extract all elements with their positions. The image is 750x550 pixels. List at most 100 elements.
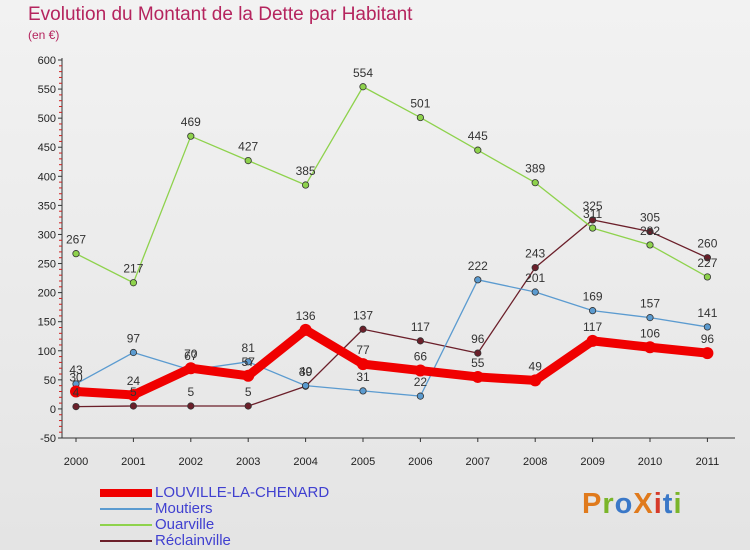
data-point bbox=[474, 146, 482, 154]
data-point bbox=[301, 181, 310, 189]
data-label: 77 bbox=[356, 343, 370, 357]
data-label: 43 bbox=[69, 363, 83, 377]
data-point bbox=[301, 382, 310, 390]
logo-letter: X bbox=[633, 488, 654, 520]
data-point bbox=[72, 250, 80, 258]
x-tick-label: 2004 bbox=[293, 456, 317, 468]
data-label: 31 bbox=[356, 370, 370, 384]
series-line bbox=[75, 279, 709, 397]
legend-swatch bbox=[100, 508, 152, 510]
data-label: 137 bbox=[353, 308, 373, 322]
data-point bbox=[588, 307, 597, 315]
x-tick-label: 2002 bbox=[179, 456, 203, 468]
data-point bbox=[588, 224, 597, 232]
data-label: 55 bbox=[471, 356, 485, 370]
x-tick-label: 2008 bbox=[523, 456, 547, 468]
legend-swatch bbox=[100, 489, 152, 497]
y-tick-label: 450 bbox=[38, 142, 56, 154]
x-tick-label: 2001 bbox=[121, 456, 145, 468]
data-point bbox=[416, 113, 424, 122]
data-point bbox=[127, 388, 140, 401]
data-label: 501 bbox=[410, 97, 430, 111]
line-chart: -50 0 50 100 150 200 250 300 350 400 450 500 550 600 2… bbox=[38, 55, 735, 468]
data-point bbox=[129, 402, 137, 410]
series-line bbox=[71, 325, 712, 400]
y-tick-label: 550 bbox=[38, 84, 56, 96]
data-point bbox=[414, 364, 427, 377]
logo-letter: i bbox=[673, 488, 683, 520]
legend-label: Ouarville bbox=[155, 516, 215, 533]
data-point bbox=[299, 323, 312, 336]
legend-label: LOUVILLE-LA-CHENARD bbox=[155, 484, 330, 501]
x-tick-label: 2011 bbox=[696, 456, 720, 468]
data-label: 267 bbox=[66, 233, 86, 247]
data-point bbox=[359, 325, 367, 333]
y-tick-label: 600 bbox=[38, 55, 56, 67]
data-label: 136 bbox=[296, 309, 316, 323]
y-tick-label: 200 bbox=[38, 288, 56, 300]
data-label: 70 bbox=[184, 347, 198, 361]
data-label: 243 bbox=[525, 247, 545, 261]
data-point bbox=[474, 349, 482, 357]
data-label: 39 bbox=[299, 365, 313, 379]
data-label: 222 bbox=[468, 259, 488, 273]
data-point bbox=[416, 337, 424, 345]
data-label: 4 bbox=[73, 386, 80, 400]
data-label: 260 bbox=[697, 237, 717, 251]
data-point bbox=[187, 402, 195, 410]
y-tick-label: -50 bbox=[40, 433, 56, 445]
data-label: 49 bbox=[529, 359, 543, 373]
data-label: 385 bbox=[296, 164, 316, 178]
data-label: 96 bbox=[701, 332, 715, 346]
data-label: 24 bbox=[127, 374, 141, 388]
chart-title: Evolution du Montant de la Dette par Hab… bbox=[28, 4, 413, 25]
data-point bbox=[244, 157, 252, 165]
x-tick-label: 2000 bbox=[64, 456, 88, 468]
x-tick-label: 2009 bbox=[580, 456, 604, 468]
logo-letter: r bbox=[602, 488, 615, 520]
data-label: 469 bbox=[181, 115, 201, 129]
data-point bbox=[244, 402, 252, 410]
data-point bbox=[588, 216, 597, 224]
data-label: 325 bbox=[583, 199, 603, 213]
data-point bbox=[701, 347, 714, 360]
data-point bbox=[129, 279, 137, 287]
data-label: 305 bbox=[640, 211, 660, 225]
data-label: 157 bbox=[640, 297, 660, 311]
x-tick-label: 2005 bbox=[351, 456, 375, 468]
x-tick-label: 2003 bbox=[236, 456, 260, 468]
x-tick-label: 2010 bbox=[638, 456, 662, 468]
data-point bbox=[416, 392, 424, 400]
data-point bbox=[187, 132, 195, 140]
data-label: 5 bbox=[187, 385, 194, 399]
data-point bbox=[586, 334, 599, 347]
data-point bbox=[72, 402, 80, 411]
data-point bbox=[646, 227, 654, 236]
legend-label: Réclainville bbox=[155, 532, 231, 549]
data-label: 311 bbox=[583, 207, 602, 221]
logo-letter: o bbox=[614, 488, 634, 520]
data-label: 40 bbox=[299, 365, 313, 379]
data-point bbox=[359, 387, 367, 395]
logo-letter: P bbox=[582, 488, 603, 520]
data-label: 169 bbox=[583, 290, 603, 304]
y-tick-label: 500 bbox=[38, 113, 56, 125]
data-label: 30 bbox=[69, 370, 83, 384]
data-label: 96 bbox=[471, 332, 485, 346]
data-label: 141 bbox=[697, 306, 717, 320]
data-point bbox=[70, 385, 82, 398]
y-tick-label: 0 bbox=[50, 404, 56, 416]
y-tick-label: 250 bbox=[38, 259, 56, 271]
data-label: 67 bbox=[184, 349, 198, 363]
x-tick-label: 2007 bbox=[466, 456, 490, 468]
legend-swatch bbox=[100, 524, 152, 526]
data-label: 22 bbox=[414, 375, 428, 389]
chart-subtitle: (en €) bbox=[28, 28, 60, 42]
data-label: 227 bbox=[697, 256, 717, 270]
x-tick-label: 2006 bbox=[408, 456, 432, 468]
data-label: 427 bbox=[238, 140, 258, 154]
data-point bbox=[703, 273, 712, 281]
data-label: 66 bbox=[414, 350, 428, 364]
data-point bbox=[244, 358, 252, 366]
